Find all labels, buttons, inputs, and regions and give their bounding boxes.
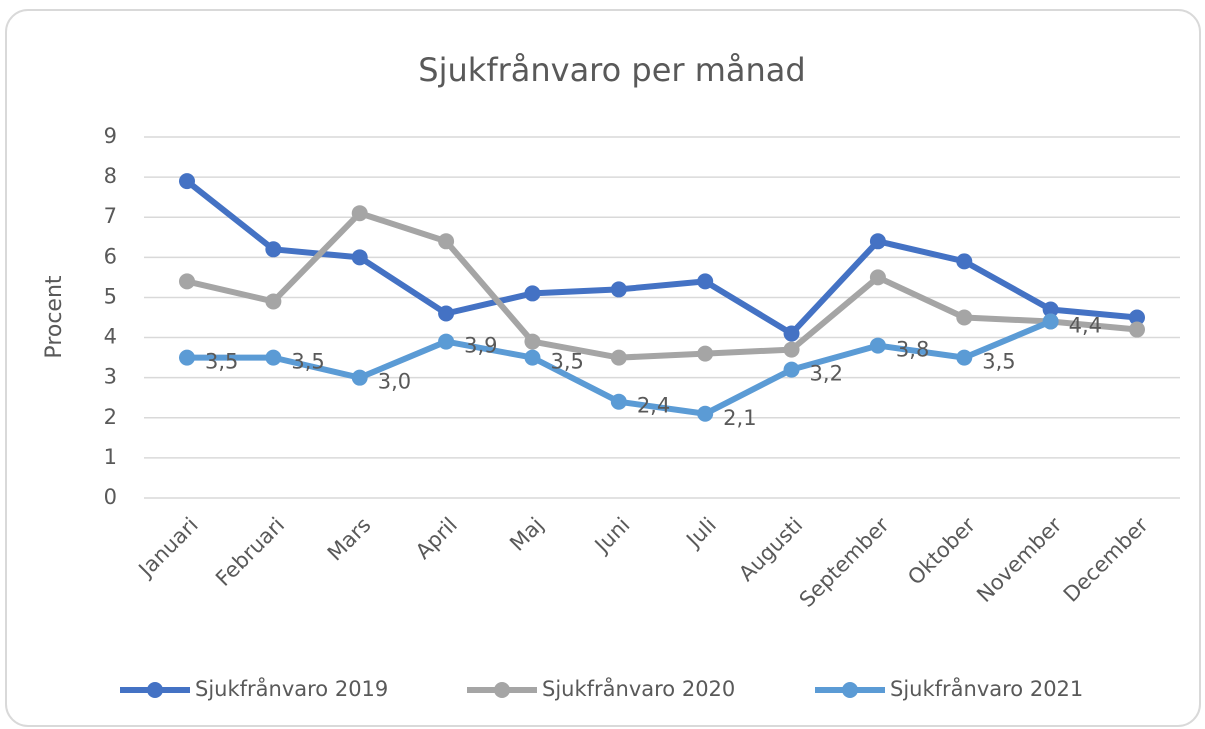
data-point [265,349,282,366]
data-label: 3,5 [982,350,1015,374]
data-point [179,173,195,190]
data-point [783,361,800,378]
chart-title: Sjukfrånvaro per månad [418,51,805,89]
series-line [186,210,1138,361]
y-tick-label: 0 [104,485,117,509]
data-point [783,341,800,358]
data-point [783,325,800,342]
data-label: 4,4 [1069,314,1102,338]
data-point [1129,321,1145,338]
data-label: 3,0 [378,370,411,394]
y-tick-label: 3 [104,365,117,389]
y-tick-label: 9 [104,124,117,148]
legend-marker [147,682,163,698]
data-label: 3,5 [291,350,324,374]
data-label: 3,5 [205,350,238,374]
y-axis-label: Procent [42,275,67,358]
data-point [351,249,368,266]
y-tick-label: 1 [104,445,117,469]
y-tick-label: 8 [104,164,117,188]
chart-frame [5,9,1201,727]
data-point [697,273,714,290]
data-point [265,293,282,310]
legend-label: Sjukfrånvaro 2020 [542,676,735,701]
y-tick-label: 5 [104,284,117,308]
data-label: 3,5 [550,350,583,374]
data-point [610,349,627,366]
data-point [351,369,368,386]
data-point [438,305,455,322]
data-point [1042,313,1059,330]
y-tick-label: 7 [104,204,117,228]
legend-label: Sjukfrånvaro 2021 [890,676,1083,701]
series-line [185,178,1138,337]
data-point [265,241,282,258]
y-tick-label: 6 [104,244,117,268]
legend-marker [494,682,510,698]
data-label: 3,2 [810,362,843,386]
data-point [697,345,714,362]
data-point [438,333,455,350]
data-point [869,269,886,286]
data-label: 2,1 [723,406,756,430]
data-point [524,349,541,366]
data-point [869,233,886,250]
data-point [956,309,973,326]
data-label: 2,4 [637,394,670,418]
data-point [179,273,195,290]
data-point [956,349,973,366]
legend-marker [842,682,858,698]
data-point [524,333,541,350]
data-point [869,337,886,354]
data-label: 3,9 [464,334,497,358]
data-point [1129,309,1145,326]
data-point [1042,301,1059,318]
data-point [610,281,627,298]
data-point [524,285,541,302]
legend-label: Sjukfrånvaro 2019 [195,676,388,701]
y-tick-label: 4 [104,325,117,349]
data-point [438,233,455,250]
data-point [697,405,714,422]
data-label: 3,8 [896,338,929,362]
data-point [956,253,973,270]
data-point [179,349,195,366]
data-point [351,205,368,222]
y-tick-label: 2 [104,405,117,429]
data-point [610,393,627,410]
